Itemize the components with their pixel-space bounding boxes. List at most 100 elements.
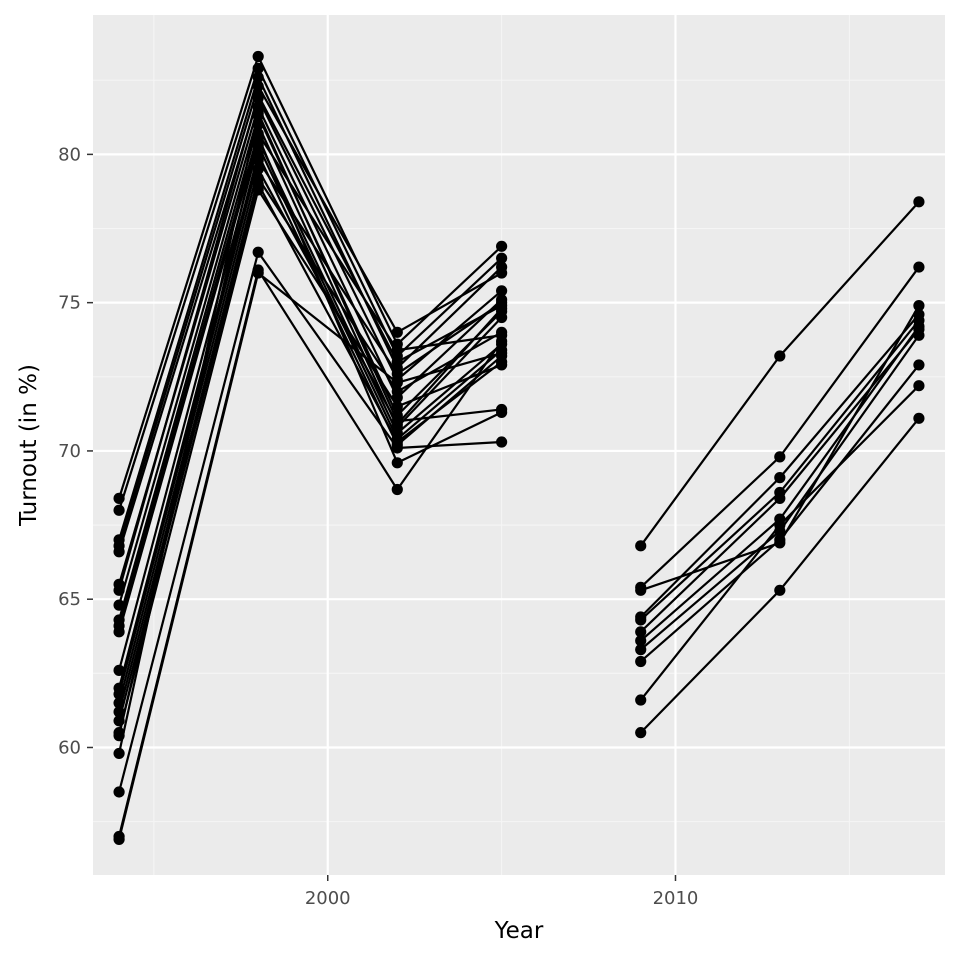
data-point	[913, 196, 925, 208]
data-point	[774, 534, 786, 546]
data-point	[252, 50, 264, 63]
data-point	[113, 786, 125, 798]
data-point	[252, 89, 264, 101]
data-point	[913, 329, 925, 341]
data-point	[391, 400, 403, 413]
data-point	[113, 492, 125, 504]
data-point	[113, 626, 125, 638]
data-point	[635, 644, 647, 656]
data-point	[113, 833, 125, 846]
data-point	[252, 62, 264, 74]
x-axis-title: Year	[494, 918, 544, 944]
data-point	[113, 715, 125, 727]
data-point	[913, 261, 925, 273]
y-tick-label: 60	[58, 737, 81, 758]
data-point	[635, 694, 647, 706]
data-point	[913, 359, 925, 371]
data-point	[113, 599, 125, 611]
data-point	[496, 347, 508, 359]
plot-panel	[93, 15, 945, 875]
data-point	[496, 311, 508, 324]
data-point	[113, 664, 125, 676]
data-point	[252, 71, 264, 83]
data-point	[774, 350, 786, 362]
data-point	[391, 415, 403, 427]
data-point	[113, 504, 125, 516]
series-line	[118, 55, 503, 499]
data-point	[391, 344, 403, 356]
series-line	[118, 271, 502, 840]
data-point	[774, 519, 786, 531]
data-point	[252, 107, 264, 119]
data-point	[496, 359, 508, 371]
series-line	[118, 132, 502, 627]
data-point	[252, 246, 264, 258]
x-tick-label: 2010	[653, 888, 699, 909]
series-line	[118, 182, 503, 722]
data-point	[496, 436, 508, 448]
data-point	[252, 139, 264, 152]
data-point	[252, 267, 264, 279]
series-line	[118, 85, 503, 547]
data-point	[635, 540, 647, 552]
data-point	[113, 747, 125, 760]
data-point	[113, 697, 125, 709]
data-point	[496, 403, 508, 416]
data-point	[391, 368, 403, 380]
data-point	[113, 706, 125, 718]
data-point	[913, 380, 925, 392]
data-point	[496, 302, 508, 315]
series-line	[118, 144, 503, 671]
data-point	[635, 727, 647, 739]
data-point	[774, 492, 786, 504]
data-point	[113, 730, 125, 742]
data-point	[252, 130, 264, 143]
data-point	[113, 546, 125, 558]
y-tick-label: 80	[58, 144, 81, 165]
y-tick-label: 75	[58, 293, 81, 314]
series-line	[118, 251, 502, 793]
data-point	[252, 184, 264, 196]
data-point	[496, 252, 508, 264]
data-point	[635, 626, 647, 638]
data-point	[496, 240, 508, 252]
data-point	[391, 356, 403, 368]
data-point	[113, 584, 125, 596]
data-point	[496, 335, 508, 347]
data-point	[391, 483, 403, 496]
data-point	[913, 412, 925, 424]
data-point	[391, 326, 403, 338]
data-point	[391, 377, 403, 389]
y-tick-label: 65	[58, 589, 81, 610]
data-point	[913, 300, 925, 312]
data-point	[774, 584, 786, 596]
data-point	[635, 614, 647, 626]
data-point	[496, 267, 508, 279]
series-line	[118, 123, 503, 621]
data-point	[496, 285, 508, 297]
y-tick-label: 70	[58, 441, 81, 462]
data-point	[774, 472, 786, 484]
data-point	[252, 80, 264, 92]
series-line	[118, 177, 503, 713]
data-point	[635, 584, 647, 596]
series-line	[118, 67, 503, 511]
data-point	[252, 163, 264, 175]
series-line	[118, 76, 503, 541]
data-point	[496, 326, 508, 338]
data-point	[391, 442, 403, 454]
data-point	[635, 635, 647, 647]
x-tick-label: 2000	[305, 888, 351, 909]
data-point	[391, 386, 403, 398]
data-point	[113, 688, 125, 700]
data-point	[635, 655, 647, 668]
data-point	[252, 154, 264, 166]
series-line	[118, 96, 503, 553]
data-point	[774, 451, 786, 463]
data-point	[913, 320, 925, 332]
y-axis-title: Turnout (in %)	[16, 364, 42, 527]
data-point	[252, 119, 264, 131]
series-line	[118, 93, 503, 591]
data-point	[391, 457, 403, 469]
